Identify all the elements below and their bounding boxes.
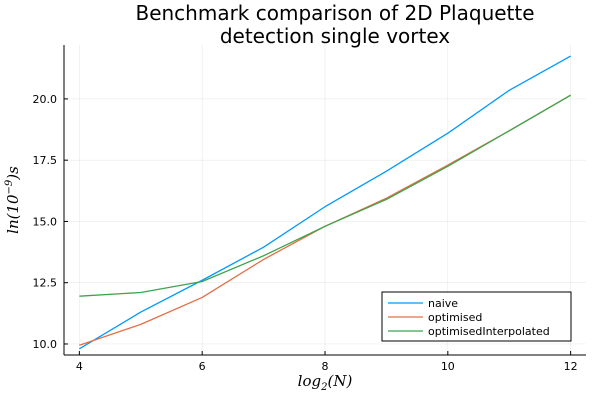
x-axis-label-argument: (N) [327,372,352,390]
y-axis-label: ln(10−9)s [4,166,22,234]
y-tick-label: 15.0 [33,215,58,228]
y-axis-label-base: ln(10 [4,194,22,234]
legend-label-naive: naive [428,297,458,310]
legend: naive optimised optimisedInterpolated [381,291,572,342]
series-line-optimised-interpolated [79,94,571,297]
y-axis-label-superscript: −9 [4,179,15,194]
y-tick-label: 10.0 [33,338,58,351]
x-tick-label: 10 [441,360,455,373]
series-lines [79,55,571,350]
y-axis-label-tail: )s [4,166,22,181]
x-tick-label: 8 [322,360,329,373]
y-tick-label: 20.0 [33,93,58,106]
chart-title-line-2: detection single vortex [220,24,450,48]
x-axis-label-subscript: 2 [320,382,327,393]
chart-title-line-1: Benchmark comparison of 2D Plaquette [135,1,534,25]
series-line-naive [79,55,571,350]
y-tick-label: 17.5 [33,154,58,167]
legend-label-optimised-interpolated: optimisedInterpolated [428,325,550,338]
x-tick-label: 6 [199,360,206,373]
y-tick-label: 12.5 [33,277,58,290]
x-tick-label: 4 [76,360,83,373]
grid [64,45,586,355]
x-axis-label: log2(N) [298,372,353,393]
x-axis-label-base: log [298,372,321,390]
legend-label-optimised: optimised [428,311,482,324]
ticks: 4 6 8 10 12 10.0 12.5 15.0 17.5 20.0 [33,93,578,373]
x-tick-label: 12 [564,360,578,373]
